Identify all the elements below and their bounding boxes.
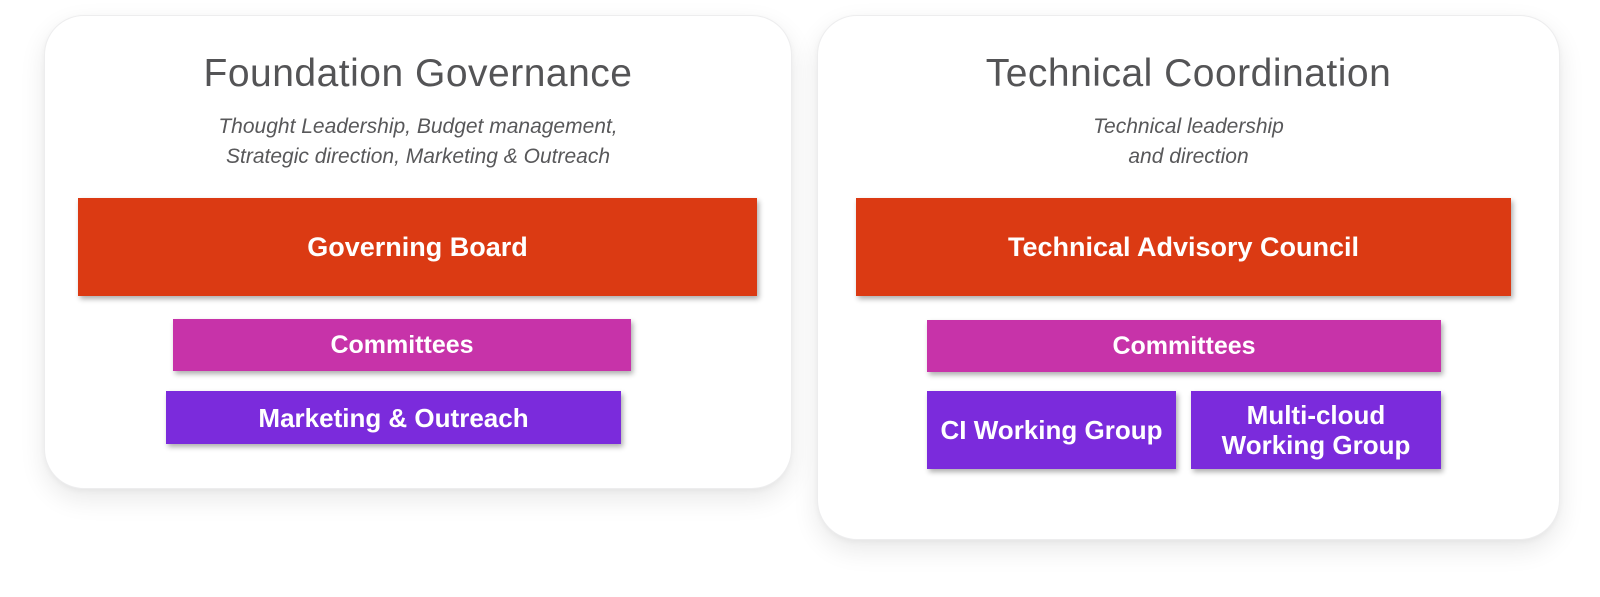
committees-bar: Committees <box>927 320 1441 372</box>
governing-board-bar: Governing Board <box>78 198 757 296</box>
subtitle-line: Technical leadership <box>1093 115 1284 138</box>
technical-advisory-council-bar: Technical Advisory Council <box>856 198 1511 296</box>
card-title: Foundation Governance <box>203 52 633 95</box>
multi-cloud-working-group-box: Multi-cloud Working Group <box>1191 391 1441 469</box>
marketing-outreach-bar: Marketing & Outreach <box>166 391 621 444</box>
marketing-outreach-label: Marketing & Outreach <box>258 402 529 433</box>
technical-advisory-council-label: Technical Advisory Council <box>1007 231 1360 262</box>
ci-working-group-label: CI Working Group <box>940 415 1163 445</box>
card-subtitle: Thought Leadership, Budget management, S… <box>45 112 791 172</box>
foundation-governance-card: Foundation Governance Thought Leadership… <box>44 15 792 489</box>
multi-cloud-working-group-label: Multi-cloud Working Group <box>1221 400 1411 460</box>
subtitle-line: Strategic direction, Marketing & Outreac… <box>225 145 610 168</box>
technical-coordination-card: Technical Coordination Technical leaders… <box>817 15 1560 540</box>
card-title: Technical Coordination <box>985 52 1392 95</box>
governing-board-label: Governing Board <box>307 231 528 262</box>
card-subtitle: Technical leadership and direction <box>818 112 1559 172</box>
committees-label: Committees <box>1112 331 1256 360</box>
committees-label: Committees <box>330 330 474 359</box>
subtitle-line: Thought Leadership, Budget management, <box>218 115 618 138</box>
committees-bar: Committees <box>173 319 631 371</box>
ci-working-group-box: CI Working Group <box>927 391 1176 469</box>
subtitle-line: and direction <box>1128 145 1249 168</box>
